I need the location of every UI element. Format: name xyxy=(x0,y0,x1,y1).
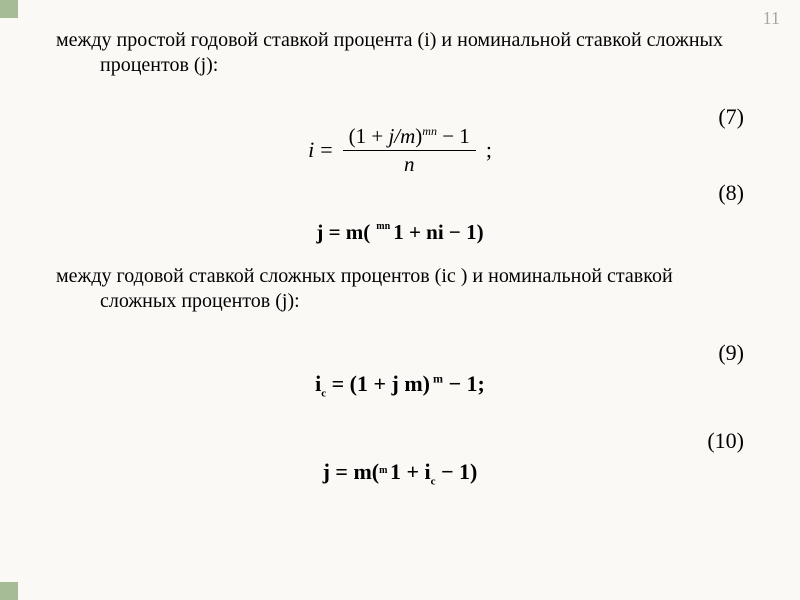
slide-content: между простой годовой ставкой процента (… xyxy=(56,28,744,498)
eq7-fraction: (1 + j/m)mn − 1 n xyxy=(343,124,476,177)
equation-10-row: j = m(m 1 + ic − 1) (10) xyxy=(56,448,744,498)
slide: 11 между простой годовой ставкой процент… xyxy=(0,0,800,600)
eq9-sup: m xyxy=(430,371,443,385)
equation-9-tag: (9) xyxy=(718,340,744,366)
page-number: 11 xyxy=(763,8,780,29)
eq7-lhs: i xyxy=(308,137,314,163)
eq10-c: − 1) xyxy=(436,459,478,484)
equation-8-tag: (8) xyxy=(718,180,744,206)
eq9-tail: − 1; xyxy=(443,371,485,396)
eq7-denominator: n xyxy=(404,151,415,177)
equation-10: j = m(m 1 + ic − 1) xyxy=(323,459,478,487)
paragraph-1: между простой годовой ставкой процента (… xyxy=(56,28,744,78)
paragraph-2: между годовой ставкой сложных процентов … xyxy=(56,264,744,314)
eq7-eq: = xyxy=(320,137,332,163)
equation-7-row: i = (1 + j/m)mn − 1 n ; (7) xyxy=(56,110,744,190)
eq10-b: 1 + i xyxy=(384,459,430,484)
eq8-a: j = m( xyxy=(316,220,370,245)
eq7-numerator: (1 + j/m)mn − 1 xyxy=(343,124,476,151)
equation-9-row: ic = (1 + j m) m − 1; (9) xyxy=(56,360,744,410)
equation-7-tag: (7) xyxy=(718,104,744,130)
eq9-mid: = (1 + j m) xyxy=(326,371,430,396)
eq7-tail: ; xyxy=(486,137,492,163)
equation-10-tag: (10) xyxy=(707,428,744,454)
eq8-root: mn xyxy=(376,221,390,232)
equation-8: j = m( mn 1 + ni − 1) xyxy=(316,220,483,245)
eq8-b: 1 + ni − 1) xyxy=(393,220,483,245)
eq10-a: j = m( xyxy=(323,459,380,484)
corner-decoration-bottom-left xyxy=(0,582,18,600)
equation-7: i = (1 + j/m)mn − 1 n ; xyxy=(308,124,492,177)
corner-decoration-top-left xyxy=(0,0,18,18)
equation-8-row: j = m(mn 1 + ni − 1) (8) xyxy=(56,200,744,264)
eq10-root: m xyxy=(379,465,387,476)
equation-9: ic = (1 + j m) m − 1; xyxy=(315,371,485,399)
